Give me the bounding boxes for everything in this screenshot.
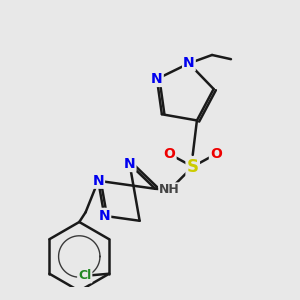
Text: O: O (210, 147, 222, 161)
Text: N: N (124, 157, 135, 171)
Text: O: O (164, 147, 175, 161)
Text: Cl: Cl (78, 269, 92, 282)
Text: S: S (187, 158, 199, 176)
Text: N: N (183, 56, 195, 70)
Text: N: N (92, 174, 104, 188)
Text: NH: NH (159, 183, 180, 196)
Text: N: N (151, 72, 163, 86)
Text: N: N (99, 209, 110, 223)
